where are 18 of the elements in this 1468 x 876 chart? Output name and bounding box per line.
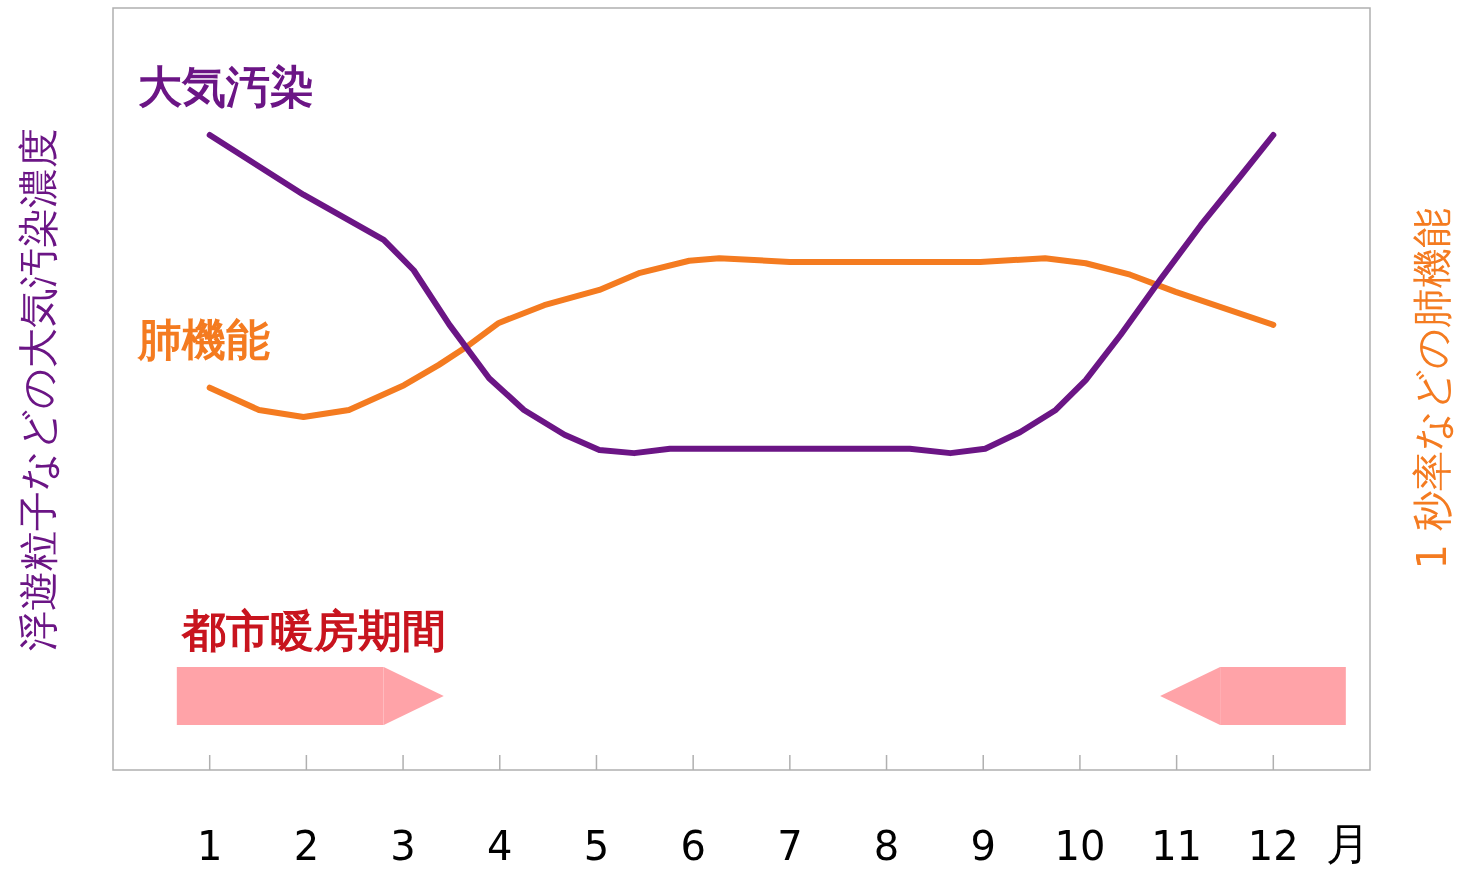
x-tick-label: 7 — [777, 823, 803, 870]
x-axis-title: 月 — [1326, 818, 1370, 870]
band-label: 都市暖房期間 — [180, 605, 446, 657]
x-tick-label: 8 — [873, 823, 900, 870]
x-tick-label: 2 — [293, 823, 320, 870]
series-label: 大気汚染 — [137, 61, 314, 113]
x-tick-label: 9 — [970, 823, 996, 870]
y2-axis-title: 1 秒率などの肺機能 — [1409, 208, 1456, 570]
series-label: 肺機能 — [136, 314, 270, 366]
x-tick-label: 11 — [1151, 823, 1203, 870]
x-tick-label: 5 — [583, 823, 610, 870]
x-tick-label: 10 — [1054, 823, 1106, 870]
x-tick-label: 1 — [196, 823, 223, 870]
x-tick-label: 12 — [1247, 823, 1299, 870]
x-tick-label: 4 — [487, 823, 513, 870]
x-tick-label: 3 — [390, 823, 416, 870]
y-axis-title: 浮遊粒子などの大気汚染濃度 — [15, 127, 62, 651]
x-tick-label: 6 — [680, 823, 706, 870]
